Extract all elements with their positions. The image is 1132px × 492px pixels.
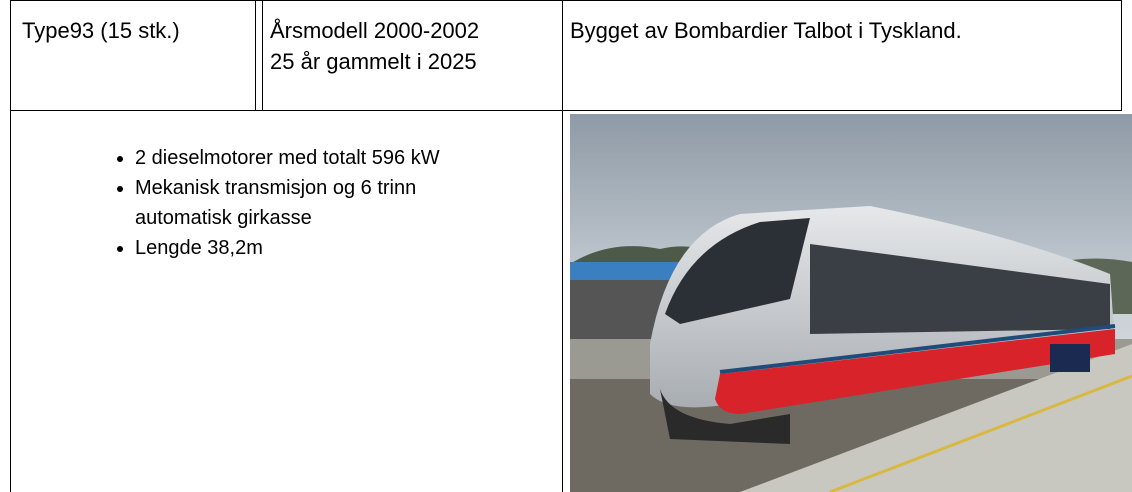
spec-item: Mekanisk transmisjon og 6 trinn automati… — [135, 173, 515, 233]
spec-list: 2 dieselmotorer med totalt 596 kW Mekani… — [80, 143, 535, 263]
border-left — [10, 0, 11, 492]
border-right — [1121, 0, 1122, 110]
header-model: Type93 (15 stk.) — [22, 18, 180, 43]
spec-item: 2 dieselmotorer med totalt 596 kW — [135, 143, 535, 173]
header-age: 25 år gammelt i 2025 — [270, 49, 477, 74]
header-year: Årsmodell 2000-2002 — [270, 18, 480, 43]
train-photo — [570, 114, 1132, 492]
border-top — [10, 0, 1122, 1]
border-header-bottom — [10, 110, 1122, 111]
header-builder: Bygget av Bombardier Talbot i Tyskland. — [570, 18, 962, 43]
border-col2 — [262, 0, 263, 110]
spec-item: Lengde 38,2m — [135, 233, 535, 263]
border-col1 — [255, 0, 256, 110]
header-year-cell: Årsmodell 2000-2002 25 år gammelt i 2025 — [270, 15, 560, 77]
border-col3 — [562, 0, 563, 492]
